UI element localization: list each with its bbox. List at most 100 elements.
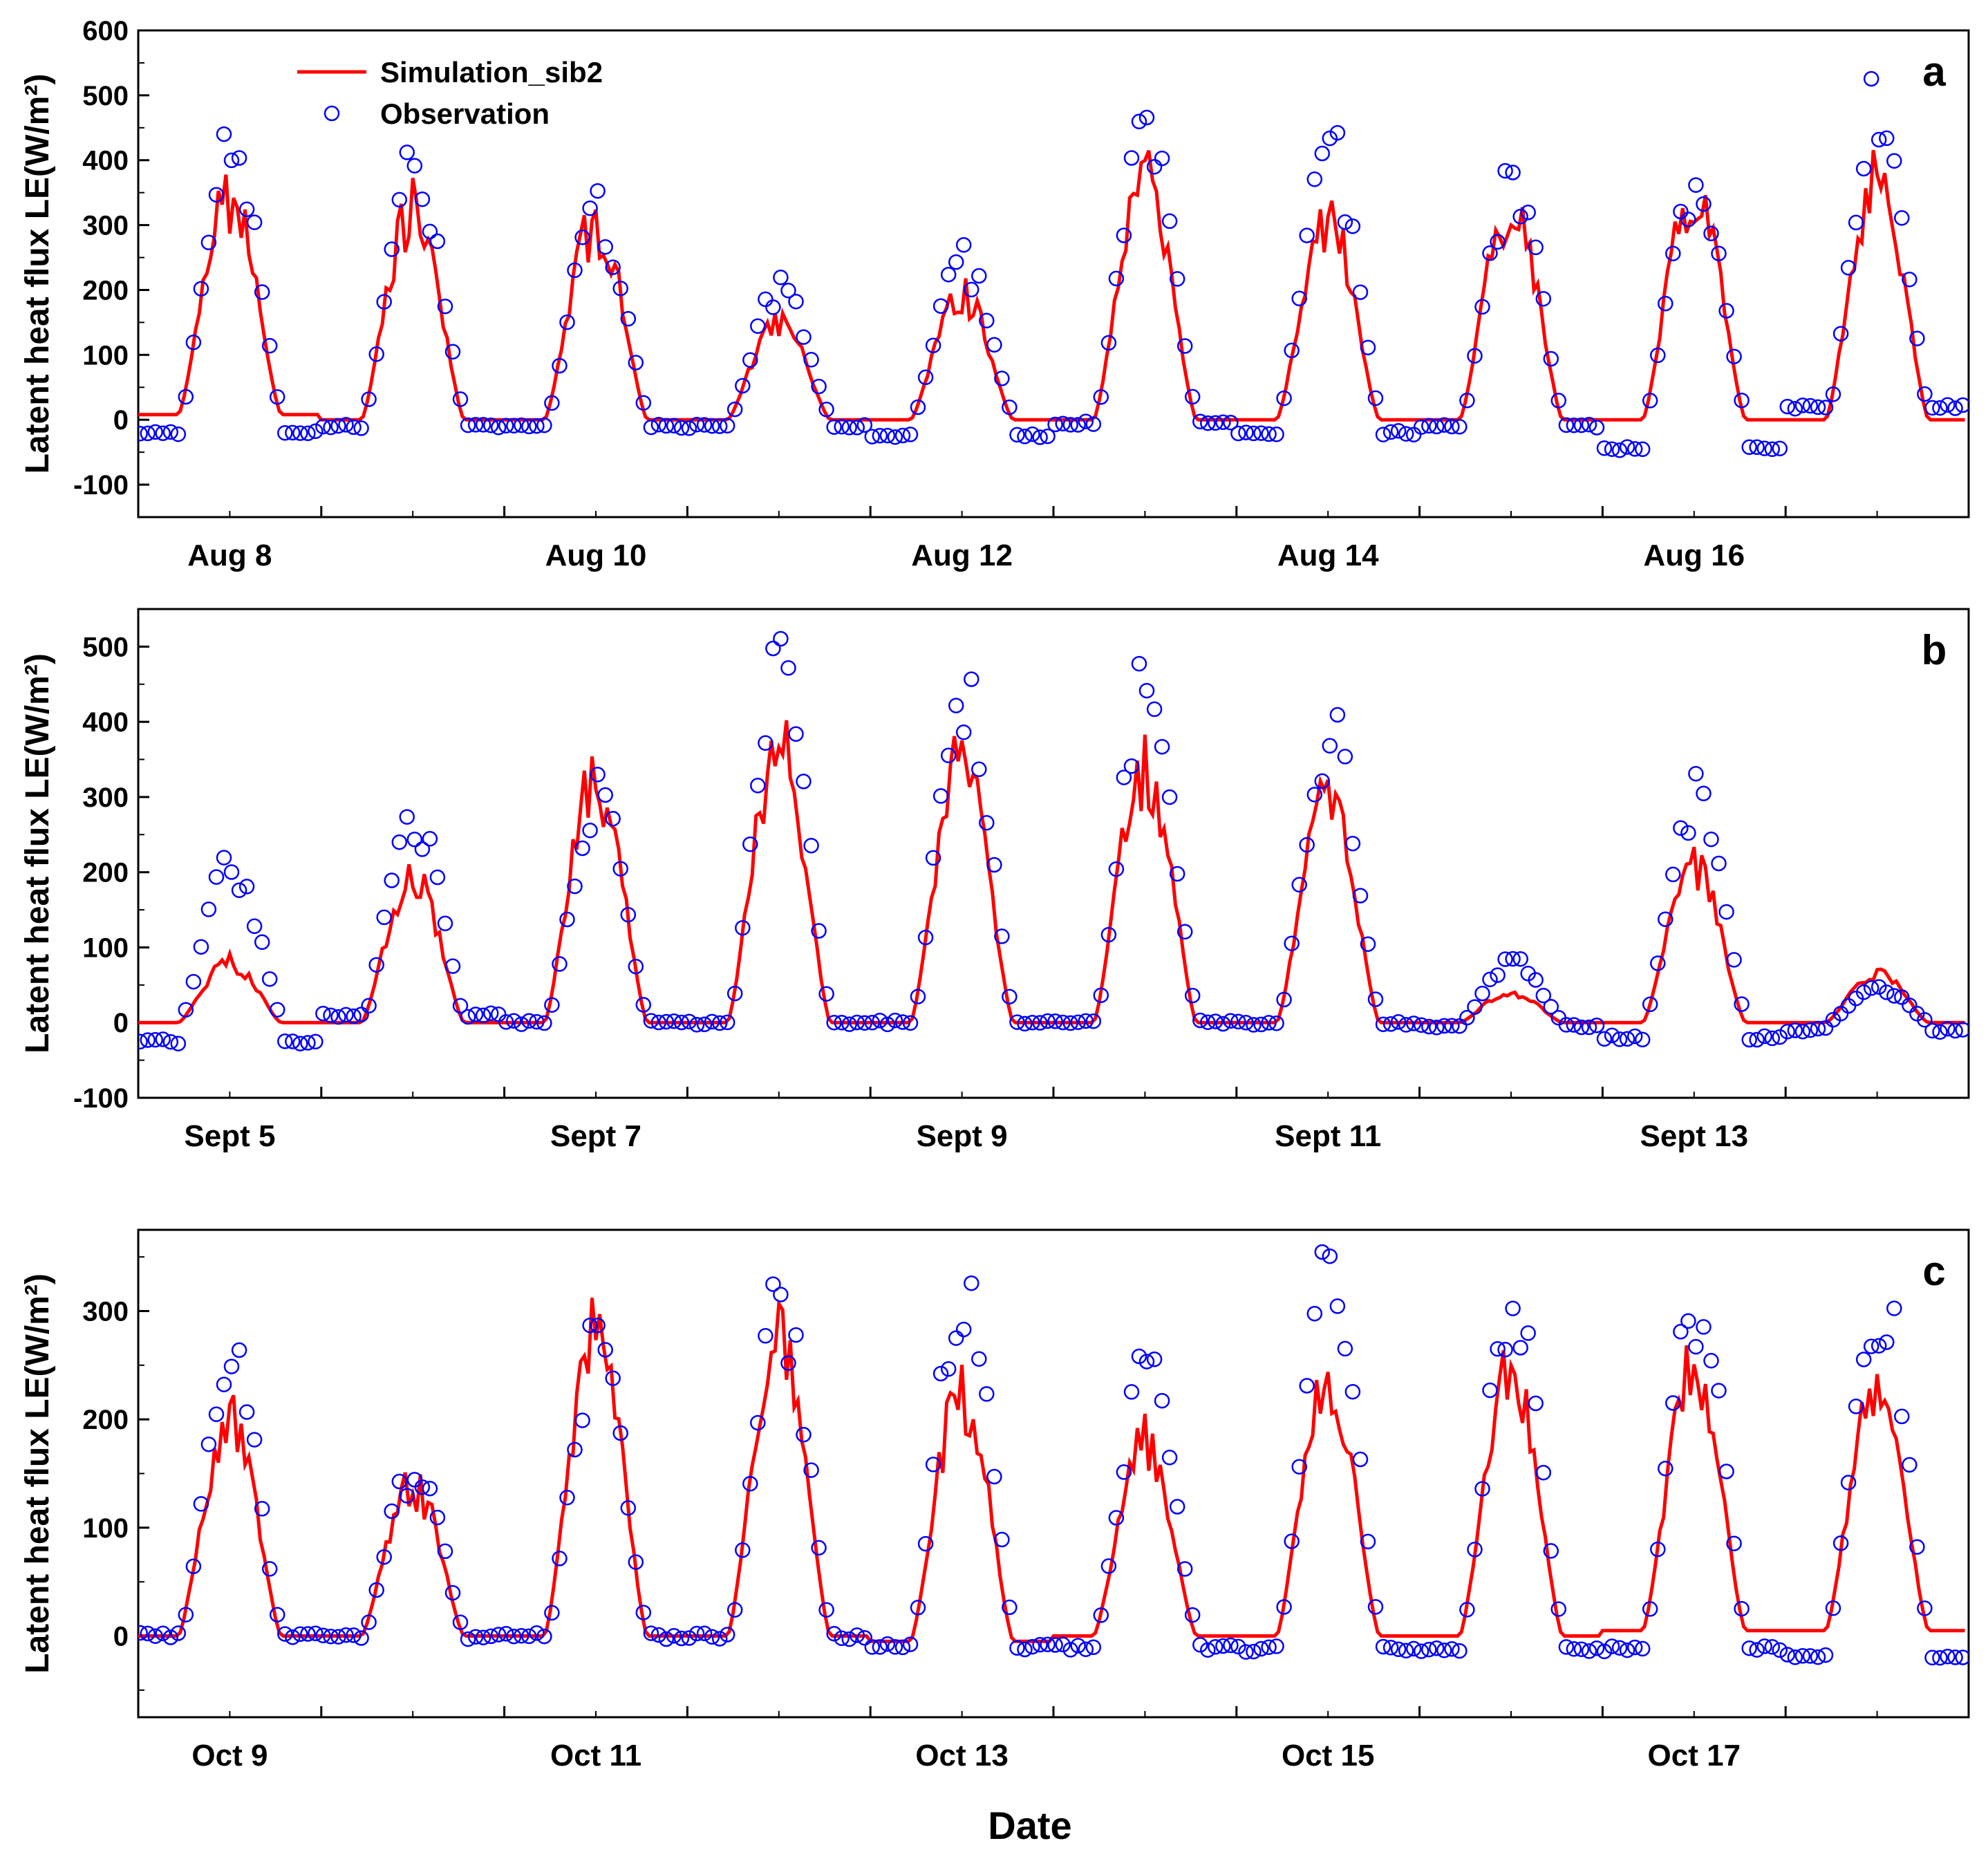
observation-point — [330, 1629, 346, 1645]
observation-point — [1512, 1340, 1528, 1356]
observation-point — [1772, 1642, 1788, 1658]
observation-point — [1047, 1637, 1063, 1653]
observation-point — [467, 1007, 484, 1022]
observation-point — [1382, 1640, 1399, 1656]
observation-point — [368, 346, 384, 362]
observation-point — [552, 956, 568, 972]
y-tick-label: 300 — [82, 211, 129, 241]
observation-point — [964, 281, 979, 298]
observation-point — [1238, 424, 1254, 440]
observation-point — [353, 420, 369, 436]
observation-point — [1741, 1031, 1757, 1048]
observation-point — [1208, 1639, 1223, 1655]
observation-point — [590, 767, 606, 783]
observation-point — [1208, 1013, 1223, 1029]
observation-point — [1131, 655, 1147, 672]
observation-point — [826, 1625, 842, 1642]
observation-point — [544, 395, 560, 411]
observation-point — [1588, 1640, 1605, 1656]
x-tick-label: Oct 15 — [1282, 1739, 1375, 1773]
observation-point — [856, 417, 873, 433]
observation-point — [536, 1628, 552, 1645]
observation-point — [811, 378, 827, 395]
observation-point — [849, 1627, 865, 1643]
observation-point — [346, 1627, 362, 1643]
observation-point — [269, 1607, 285, 1622]
observation-point — [437, 915, 453, 932]
observation-point — [138, 1034, 148, 1050]
observation-point — [1505, 951, 1521, 967]
observation-point — [1040, 1636, 1056, 1652]
observation-point — [1764, 1030, 1781, 1047]
observation-point — [932, 298, 949, 314]
observation-point — [688, 1017, 705, 1033]
observation-point — [1658, 295, 1673, 312]
observation-point — [1306, 787, 1323, 803]
observation-point — [773, 270, 789, 286]
observation-point — [376, 294, 392, 310]
observation-point — [1848, 1399, 1864, 1414]
observation-point — [879, 427, 896, 444]
observation-point — [323, 1628, 339, 1645]
observation-point — [1314, 773, 1331, 789]
y-tick-label: 200 — [82, 1405, 129, 1435]
observation-point — [1184, 1607, 1201, 1623]
observation-point — [1550, 1601, 1567, 1617]
observation-point — [216, 1376, 232, 1392]
observation-point — [216, 126, 232, 142]
observation-point — [1688, 177, 1704, 193]
observation-point — [1352, 284, 1369, 300]
observation-point — [1375, 1016, 1391, 1032]
observation-point — [643, 1013, 659, 1029]
y-tick-label: 500 — [82, 632, 129, 662]
observation-point — [261, 337, 278, 354]
legend-simulation-label: Simulation_sib2 — [380, 56, 603, 88]
observation-point — [200, 1436, 217, 1452]
observation-point — [1444, 418, 1460, 435]
observation-point — [452, 391, 469, 407]
observation-point — [1650, 955, 1666, 971]
observation-point — [1718, 904, 1734, 920]
observation-point — [1253, 1016, 1269, 1033]
observation-point — [1749, 1031, 1765, 1048]
observation-point — [521, 1628, 537, 1645]
observation-point — [1879, 1334, 1895, 1350]
observation-point — [437, 1543, 453, 1560]
observation-point — [490, 1627, 507, 1643]
panel-a: -100 0 100 200 300 400 500 600 Aug 8 Aug 10 Aug 12… — [19, 16, 1970, 572]
observation-point — [1009, 427, 1025, 443]
observation-point — [971, 268, 987, 284]
observation-point — [1696, 196, 1712, 212]
observation-point — [1634, 1031, 1651, 1048]
observation-point — [750, 1414, 766, 1431]
observation-point — [704, 1629, 720, 1645]
y-tick-label: 0 — [113, 405, 129, 436]
observation-point — [1490, 234, 1506, 250]
observation-point — [185, 973, 202, 990]
observation-point — [1535, 987, 1552, 1004]
observation-point — [1924, 1022, 1940, 1039]
observation-point — [1626, 441, 1643, 457]
observation-point — [917, 929, 934, 946]
observation-point — [277, 1034, 293, 1049]
observation-point — [1749, 439, 1765, 456]
observation-point — [1062, 1642, 1078, 1658]
observation-point — [1558, 417, 1575, 433]
observation-point — [1344, 835, 1361, 852]
observation-point — [742, 1475, 758, 1492]
observation-point — [811, 1540, 827, 1556]
observation-point — [1429, 1020, 1445, 1036]
observation-point — [1626, 1028, 1643, 1045]
observation-point — [1825, 1600, 1841, 1616]
observation-point — [1085, 1013, 1102, 1029]
observation-point — [1055, 1636, 1071, 1653]
observation-point — [353, 1630, 369, 1646]
observation-point — [1467, 1542, 1483, 1558]
observation-point — [361, 1614, 377, 1630]
observation-point — [1154, 150, 1170, 167]
observation-point — [147, 424, 163, 440]
observation-point — [406, 158, 423, 174]
panel-c: 0 100 200 300 Oct 9 Oct 11 Oct 13 Oct 15 Oct 17 L… — [19, 1228, 1970, 1773]
observation-point — [879, 1016, 896, 1033]
